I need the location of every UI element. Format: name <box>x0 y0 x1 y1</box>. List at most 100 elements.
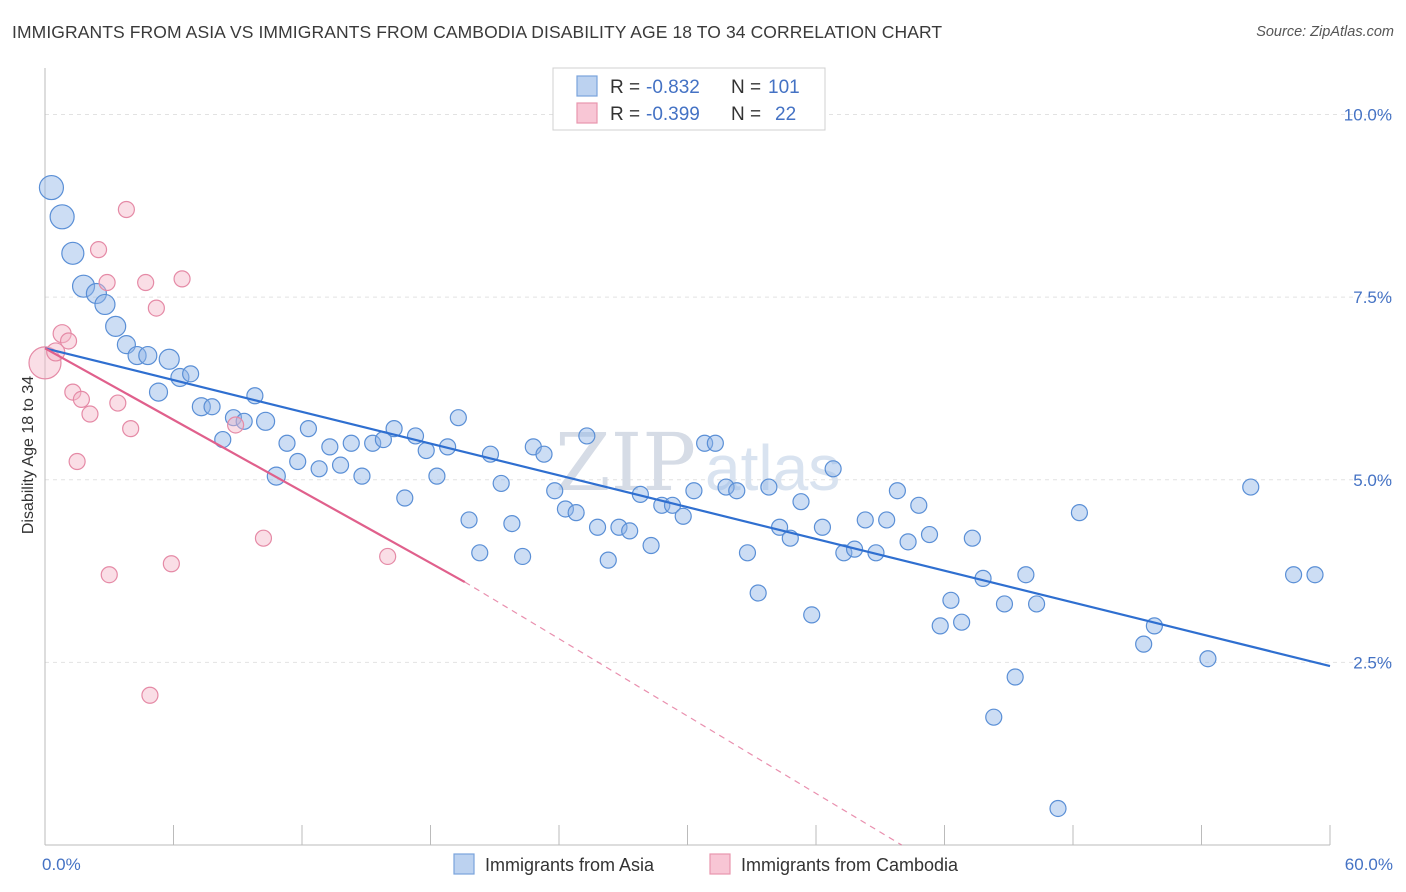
stats-legend-box <box>552 67 826 131</box>
point-0-81 <box>910 496 928 514</box>
legend-n-label-cambodia: N = <box>731 104 761 125</box>
point-1-6 <box>81 405 99 423</box>
point-0-6 <box>105 315 127 337</box>
point-0-100 <box>1306 566 1324 584</box>
point-1-5 <box>72 390 91 409</box>
point-0-48 <box>556 500 575 518</box>
x-tick-label-0: 0.0% <box>42 855 81 874</box>
point-0-0 <box>38 174 65 201</box>
point-0-51 <box>588 518 607 536</box>
point-0-79 <box>888 482 906 500</box>
grid-lines <box>45 114 1392 663</box>
legend-n-value-cambodia: 22 <box>775 104 796 125</box>
point-0-26 <box>321 438 339 456</box>
point-1-17 <box>100 566 118 584</box>
point-0-54 <box>621 522 639 540</box>
point-0-27 <box>331 456 350 474</box>
point-1-11 <box>117 200 135 219</box>
legend-r-value-asia: -0.832 <box>646 77 700 98</box>
point-0-84 <box>942 591 960 609</box>
point-0-89 <box>995 595 1014 613</box>
point-0-98 <box>1242 478 1260 496</box>
bottom-legend-swatch-asia <box>453 853 475 875</box>
point-0-1 <box>49 204 75 230</box>
point-1-9 <box>98 273 116 292</box>
point-1-3 <box>59 332 78 350</box>
point-0-95 <box>1135 635 1153 653</box>
point-0-78 <box>878 511 896 529</box>
series-1-points <box>28 200 397 704</box>
point-0-91 <box>1017 566 1035 584</box>
legend-r-value-cambodia: -0.399 <box>646 104 700 125</box>
point-0-47 <box>546 482 564 500</box>
point-0-59 <box>674 507 692 525</box>
point-1-12 <box>122 420 140 438</box>
point-0-90 <box>1006 668 1024 686</box>
point-0-42 <box>492 474 510 493</box>
legend-r-label-asia: R = <box>610 77 640 98</box>
point-0-15 <box>203 398 221 416</box>
legend-n-value-asia: 101 <box>768 77 800 98</box>
point-0-65 <box>738 544 757 562</box>
bottom-legend-cambodia: Immigrants from Cambodia <box>741 855 959 875</box>
point-0-39 <box>460 511 478 529</box>
point-0-62 <box>706 434 724 452</box>
point-0-9 <box>138 345 158 366</box>
point-0-11 <box>148 382 169 402</box>
point-0-38 <box>449 409 467 427</box>
point-1-20 <box>254 529 273 547</box>
point-0-60 <box>685 482 703 500</box>
point-0-8 <box>127 345 147 366</box>
legend-n-label-asia: N = <box>731 77 761 98</box>
tick-labels: 2.5% 5.0% 7.5% 10.0% 0.0% 60.0% <box>42 106 1393 874</box>
point-1-15 <box>162 555 180 573</box>
point-0-86 <box>963 529 981 547</box>
data-points <box>28 174 1324 818</box>
point-0-82 <box>920 525 939 544</box>
point-1-8 <box>89 241 108 259</box>
watermark-atlas: atlas <box>705 432 840 504</box>
point-1-19 <box>227 416 245 434</box>
point-0-97 <box>1199 650 1217 668</box>
axes <box>44 68 1331 846</box>
legend-r-label-cambodia: R = <box>610 104 640 125</box>
point-0-94 <box>1070 504 1089 522</box>
point-0-70 <box>792 493 810 511</box>
y-tick-label-3: 10.0% <box>1344 106 1392 125</box>
point-0-85 <box>953 613 971 631</box>
point-0-10 <box>158 348 180 370</box>
legend-swatch-cambodia <box>576 102 598 124</box>
x-tick-label-1: 60.0% <box>1345 855 1393 874</box>
point-0-40 <box>471 544 489 562</box>
trend-line-0 <box>44 347 1331 668</box>
trend-lines <box>44 347 1331 846</box>
point-0-92 <box>1027 595 1046 613</box>
point-0-29 <box>353 467 371 485</box>
series-legend: Immigrants from Asia Immigrants from Cam… <box>453 853 959 875</box>
point-0-49 <box>567 504 585 522</box>
point-0-71 <box>803 606 821 624</box>
point-0-99 <box>1284 566 1303 584</box>
point-0-52 <box>599 551 617 569</box>
point-0-24 <box>299 420 318 438</box>
source-label: Source: ZipAtlas.com <box>1256 24 1394 40</box>
y-tick-label-2: 7.5% <box>1353 288 1392 307</box>
chart-title: IMMIGRANTS FROM ASIA VS IMMIGRANTS FROM … <box>12 22 943 42</box>
trend-line-1 <box>44 347 466 583</box>
point-0-67 <box>760 478 778 496</box>
y-tick-label-0: 2.5% <box>1353 653 1392 672</box>
point-0-2 <box>61 241 85 265</box>
point-1-16 <box>173 270 191 288</box>
point-0-53 <box>610 518 628 536</box>
point-0-5 <box>94 293 116 316</box>
point-0-93 <box>1049 799 1067 818</box>
legend-swatch-asia <box>576 75 598 97</box>
point-0-33 <box>396 489 414 507</box>
point-0-30 <box>364 434 382 452</box>
point-1-14 <box>147 299 165 317</box>
point-0-36 <box>428 467 446 485</box>
watermark-zip: ZIP <box>555 416 696 509</box>
point-1-0 <box>28 346 62 380</box>
point-0-13 <box>182 365 200 383</box>
bottom-legend-asia: Immigrants from Asia <box>485 855 655 875</box>
